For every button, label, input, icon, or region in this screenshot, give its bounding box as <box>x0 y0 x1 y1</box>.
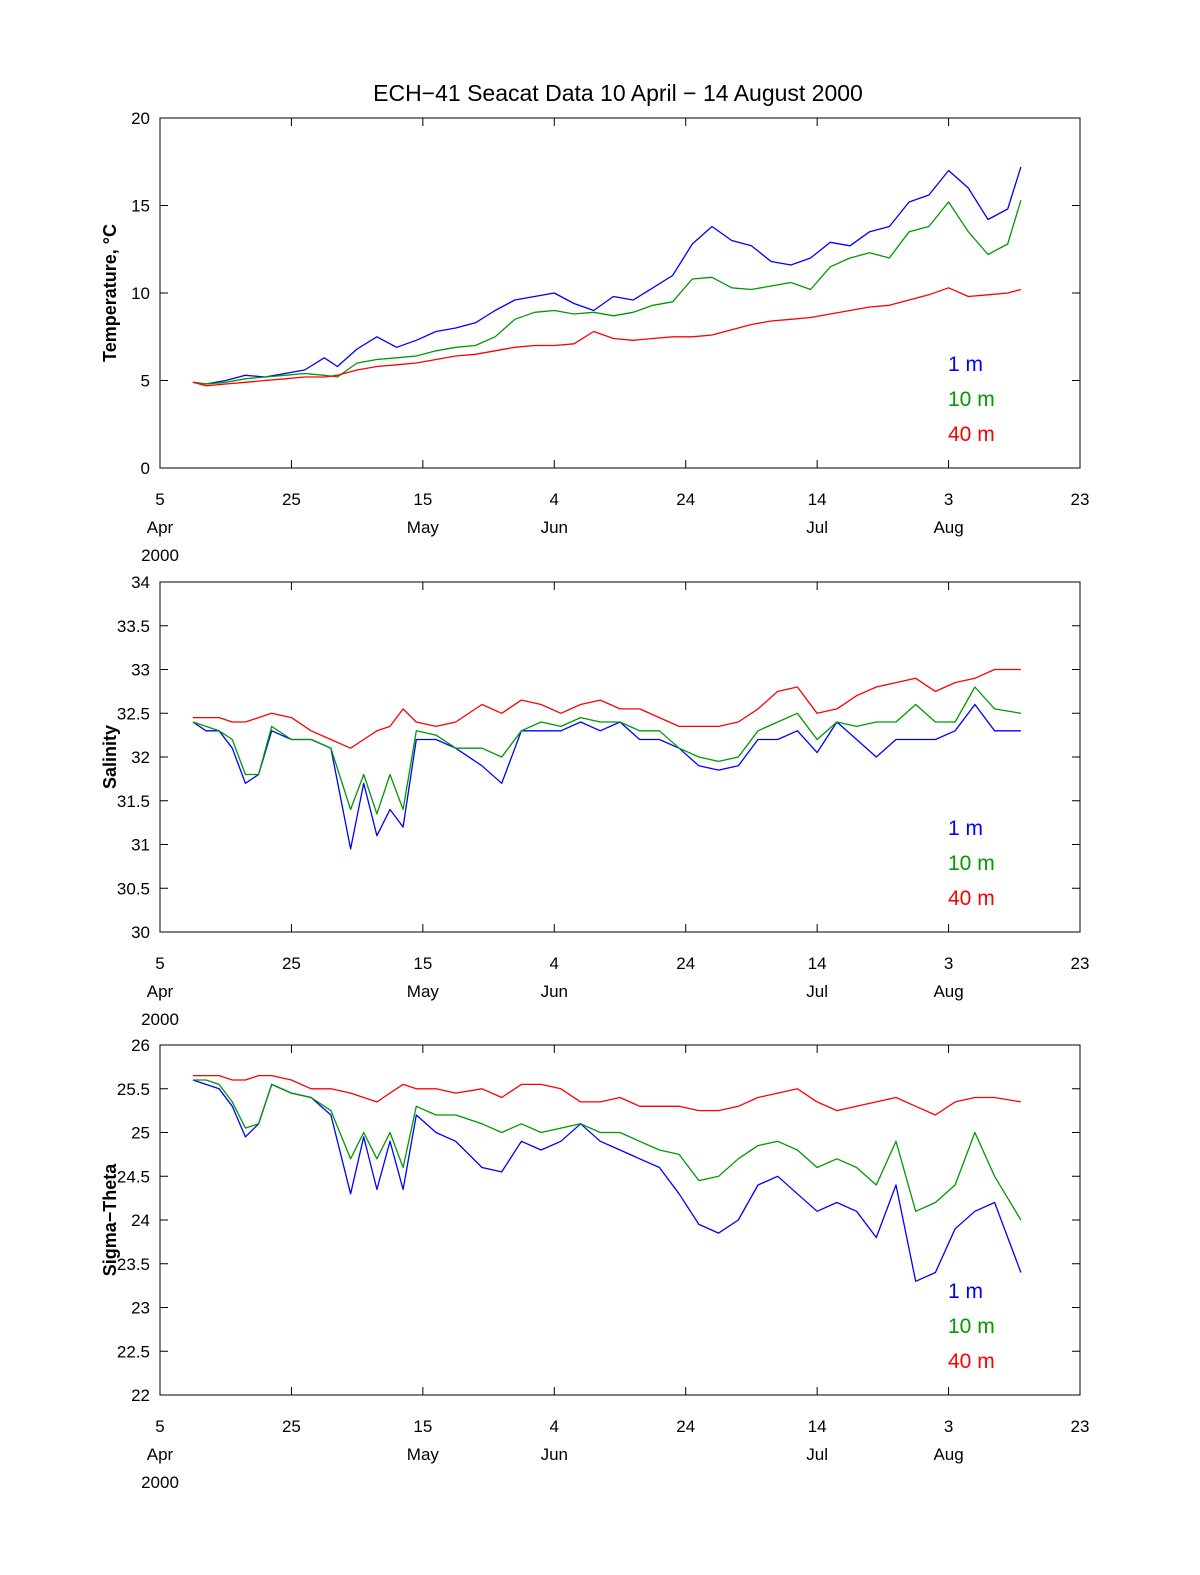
series-line-10-m <box>192 1079 1022 1221</box>
y-tick-label: 34 <box>131 573 150 592</box>
x-tick-month-label: Jul <box>806 982 828 1001</box>
x-tick-month-label: Jul <box>806 518 828 537</box>
x-tick-label: 5 <box>155 490 164 509</box>
y-tick-label: 30.5 <box>117 879 150 898</box>
x-tick-label: 4 <box>550 1417 559 1436</box>
legend-entry-40-m: 40 m <box>948 423 995 446</box>
y-tick-label: 31 <box>131 836 150 855</box>
legend-entry-10-m: 10 m <box>948 388 995 411</box>
x-tick-month-label: Jun <box>541 1445 568 1464</box>
series-line-10-m <box>192 200 1022 385</box>
x-tick-label: 24 <box>676 1417 695 1436</box>
y-tick-label: 25.5 <box>117 1080 150 1099</box>
x-tick-month-label: Aug <box>933 518 963 537</box>
legend-entry-1-m: 1 m <box>948 817 983 840</box>
x-tick-year-label: 2000 <box>141 546 179 565</box>
y-tick-label: 20 <box>131 109 150 128</box>
x-tick-year-label: 2000 <box>141 1473 179 1492</box>
series-line-40-m <box>192 1074 1022 1116</box>
x-tick-label: 25 <box>282 1417 301 1436</box>
x-tick-label: 14 <box>808 1417 827 1436</box>
legend-entry-1-m: 1 m <box>948 353 983 376</box>
x-tick-label: 4 <box>550 490 559 509</box>
x-tick-label: 3 <box>944 490 953 509</box>
x-tick-month-label: Jul <box>806 1445 828 1464</box>
x-tick-label: 23 <box>1071 1417 1090 1436</box>
x-tick-label: 25 <box>282 490 301 509</box>
x-tick-label: 23 <box>1071 954 1090 973</box>
y-tick-label: 32.5 <box>117 704 150 723</box>
y-axis-label: Sigma−Theta <box>100 1163 120 1277</box>
y-axis-label: Temperature, °C <box>100 224 120 362</box>
x-tick-month-label: Apr <box>147 518 174 537</box>
y-tick-label: 24.5 <box>117 1167 150 1186</box>
series-line-40-m <box>192 287 1022 387</box>
x-tick-label: 3 <box>944 1417 953 1436</box>
x-tick-month-label: Jun <box>541 982 568 1001</box>
x-tick-label: 25 <box>282 954 301 973</box>
y-tick-label: 0 <box>141 459 150 478</box>
series-line-40-m <box>192 668 1021 749</box>
y-tick-label: 31.5 <box>117 792 150 811</box>
y-tick-label: 30 <box>131 923 150 942</box>
figure-title: ECH−41 Seacat Data 10 April − 14 August … <box>373 80 863 106</box>
x-tick-month-label: Jun <box>541 518 568 537</box>
y-tick-label: 24 <box>131 1211 150 1230</box>
x-tick-label: 24 <box>676 490 695 509</box>
legend-entry-1-m: 1 m <box>948 1280 983 1303</box>
x-tick-month-label: May <box>407 982 440 1001</box>
series-line-10-m <box>192 686 1022 815</box>
y-tick-label: 23.5 <box>117 1255 150 1274</box>
x-tick-label: 14 <box>808 954 827 973</box>
series-line-1-m <box>192 166 1022 385</box>
x-tick-label: 15 <box>413 1417 432 1436</box>
y-tick-label: 25 <box>131 1124 150 1143</box>
y-tick-label: 22.5 <box>117 1342 150 1361</box>
x-tick-month-label: May <box>407 1445 440 1464</box>
legend-entry-10-m: 10 m <box>948 1315 995 1338</box>
x-tick-month-label: Aug <box>933 982 963 1001</box>
x-tick-label: 14 <box>808 490 827 509</box>
y-tick-label: 22 <box>131 1386 150 1405</box>
x-tick-label: 24 <box>676 954 695 973</box>
y-tick-label: 33.5 <box>117 617 150 636</box>
y-tick-label: 32 <box>131 748 150 767</box>
y-tick-label: 33 <box>131 661 150 680</box>
legend-entry-10-m: 10 m <box>948 852 995 875</box>
x-tick-label: 15 <box>413 954 432 973</box>
x-tick-label: 23 <box>1071 490 1090 509</box>
x-tick-month-label: May <box>407 518 440 537</box>
x-tick-label: 4 <box>550 954 559 973</box>
legend-entry-40-m: 40 m <box>948 1350 995 1373</box>
legend-entry-40-m: 40 m <box>948 887 995 910</box>
x-tick-year-label: 2000 <box>141 1010 179 1029</box>
x-tick-month-label: Apr <box>147 982 174 1001</box>
y-axis-label: Salinity <box>100 725 120 789</box>
y-tick-label: 5 <box>141 372 150 391</box>
y-tick-label: 26 <box>131 1036 150 1055</box>
y-tick-label: 23 <box>131 1299 150 1318</box>
x-tick-month-label: Apr <box>147 1445 174 1464</box>
x-tick-label: 5 <box>155 954 164 973</box>
x-tick-label: 5 <box>155 1417 164 1436</box>
y-tick-label: 10 <box>131 284 150 303</box>
x-tick-label: 3 <box>944 954 953 973</box>
y-tick-label: 15 <box>131 197 150 216</box>
x-tick-label: 15 <box>413 490 432 509</box>
x-tick-month-label: Aug <box>933 1445 963 1464</box>
chart-panel-3: 22 22.5 23 23.5 24 24.5 25 25.5 26 5 Apr 2000 25 15 Ma… <box>100 1036 1089 1492</box>
